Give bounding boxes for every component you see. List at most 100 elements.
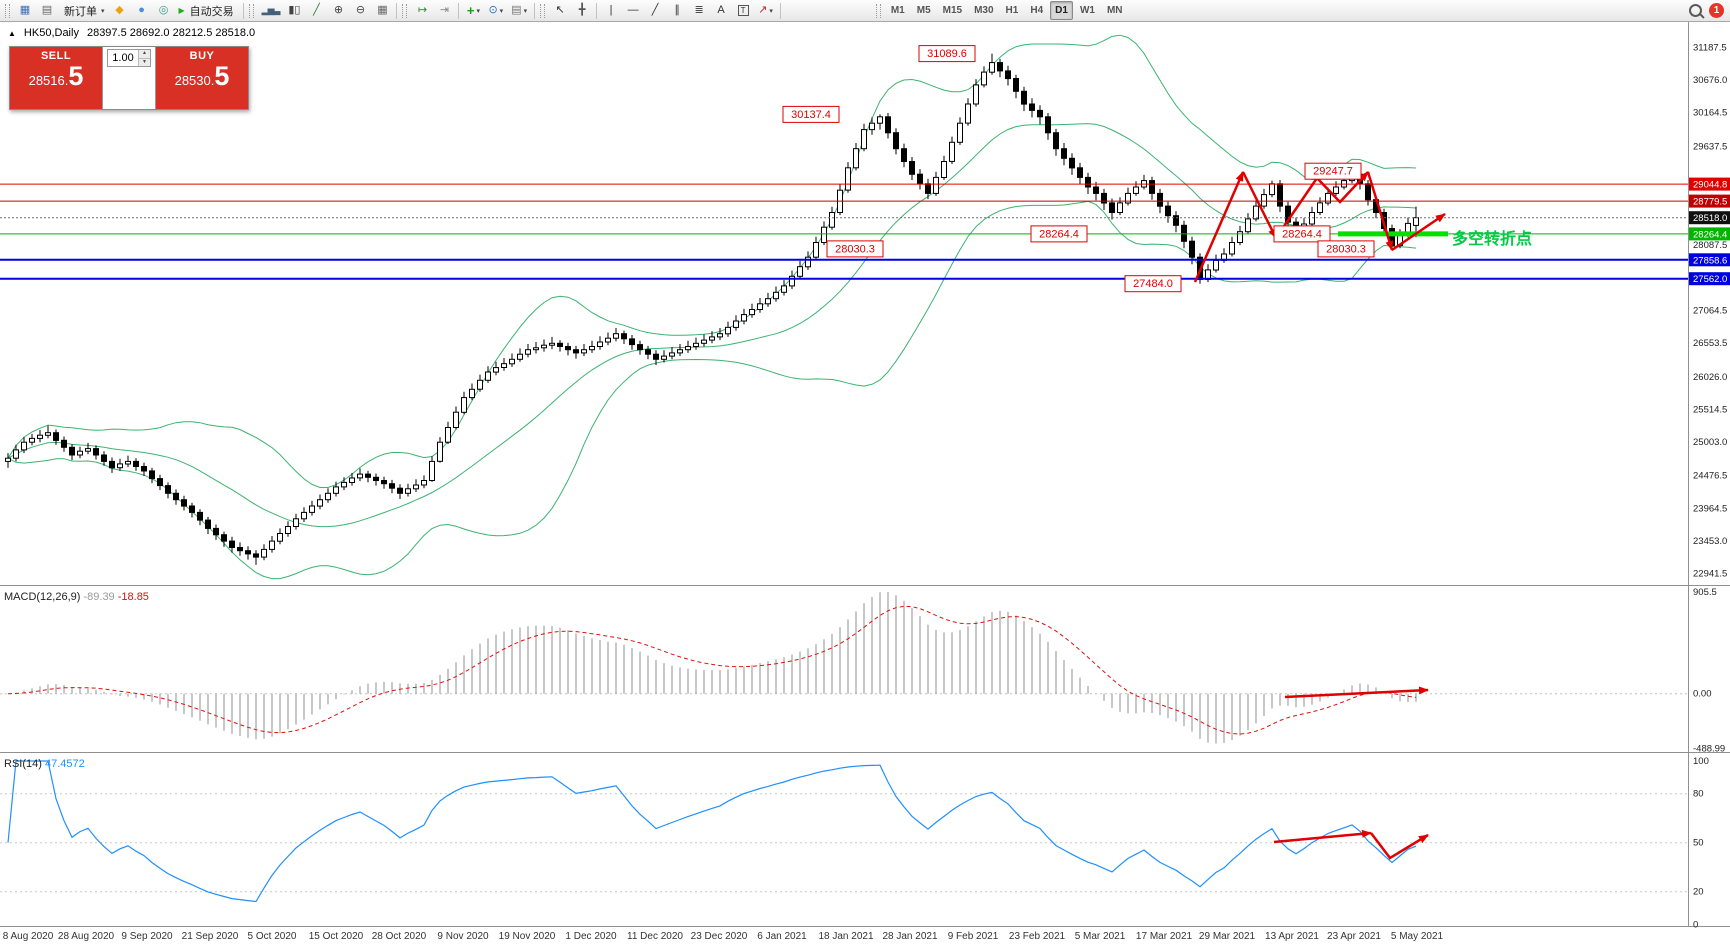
dropdown-caret-icon[interactable]: ▾ [499, 7, 504, 15]
community-icon-glyph: ● [138, 4, 145, 16]
buy-button[interactable]: BUY 28530. 5 [156, 47, 248, 109]
price-callout[interactable] [1030, 225, 1088, 243]
svg-text:23 Feb 2021: 23 Feb 2021 [1009, 931, 1066, 942]
svg-text:31187.5: 31187.5 [1693, 42, 1727, 53]
zoom-out-icon[interactable]: ⊖ [350, 1, 370, 20]
svg-text:25003.0: 25003.0 [1693, 437, 1727, 448]
market-watch-icon[interactable]: ▤ [37, 1, 57, 20]
fibonacci-icon-glyph: ≣ [694, 4, 704, 16]
timeframe-h4-button[interactable]: H4 [1025, 1, 1048, 20]
dropdown-caret-icon[interactable]: ▾ [523, 7, 528, 15]
svg-text:27858.6: 27858.6 [1693, 255, 1727, 266]
bar-chart-mode-icon[interactable]: ▂▅▃ [259, 1, 283, 20]
svg-text:9 Feb 2021: 9 Feb 2021 [948, 931, 999, 942]
timeframe-m1-button[interactable]: M1 [886, 1, 910, 20]
arrows-icon[interactable]: ↗ ▾ [755, 1, 776, 20]
dropdown-caret-icon[interactable]: ▾ [101, 7, 105, 15]
price-callout[interactable] [782, 105, 840, 123]
toolbar-grip[interactable] [402, 3, 408, 18]
auto-scroll-icon[interactable]: ↦ [412, 1, 432, 20]
candlestick-mode-icon[interactable]: ▮▯ [284, 1, 304, 20]
cursor-icon[interactable]: ↖ [550, 1, 570, 20]
trend-arrow[interactable] [1241, 171, 1278, 239]
timeframe-mn-button[interactable]: MN [1102, 1, 1128, 20]
text-label-icon[interactable]: T [733, 1, 753, 20]
zoom-in-icon[interactable]: ⊕ [328, 1, 348, 20]
autotrading-button[interactable]: ▶ 自动交易 [176, 1, 239, 20]
dropdown-caret-icon[interactable]: ▾ [769, 7, 773, 15]
dropdown-caret-icon[interactable]: ▾ [476, 7, 480, 15]
channel-icon[interactable]: ∥ [667, 1, 687, 20]
price-callout[interactable] [1304, 162, 1362, 180]
new-order-button[interactable]: 新订单 ▾ [59, 1, 108, 20]
svg-text:28 Aug 2020: 28 Aug 2020 [58, 931, 115, 942]
chart-shift-icon[interactable]: ⇥ [434, 1, 454, 20]
volume-input[interactable] [108, 50, 138, 66]
new-window-icon[interactable]: ▦ [15, 1, 35, 20]
toolbar-grip[interactable] [540, 3, 546, 18]
tile-windows-icon[interactable]: ▦ [372, 1, 392, 20]
collapse-panel-icon[interactable]: ▲ [8, 28, 16, 38]
indicator-labels: MACD(12,26,9) -89.39 -18.85 RSI(14) 47.45… [4, 591, 149, 770]
crosshair-icon[interactable]: ╋ [572, 1, 592, 20]
svg-text:18 Jan 2021: 18 Jan 2021 [818, 931, 873, 942]
vertical-line-icon[interactable]: | [601, 1, 621, 20]
sell-button[interactable]: SELL 28516. 5 [10, 47, 102, 109]
notification-badge[interactable]: 1 [1709, 3, 1724, 18]
help-icon[interactable]: ◎ [154, 1, 174, 20]
fibonacci-icon[interactable]: ≣ [689, 1, 709, 20]
svg-text:31089.6: 31089.6 [927, 48, 967, 60]
one-click-trading-panel: SELL 28516.5 ▲ ▼ BUY 28530.5 [9, 46, 249, 110]
time-axis[interactable]: 8 Aug 2020 28 Aug 2020 9 Sep 2020 21 Sep 20… [3, 931, 1444, 942]
channel-icon-glyph: ∥ [674, 4, 680, 16]
templates-button[interactable]: ▤ ▾ [508, 1, 530, 20]
sell-label: SELL [40, 50, 72, 62]
autotrading-icon: ▶ [178, 6, 185, 15]
toolbar-grip[interactable] [5, 3, 10, 18]
rsi-trend-arrow[interactable] [1370, 832, 1429, 860]
price-axis[interactable]: 31187.5 30676.0 30164.5 29637.5 28087.5 27064… [1689, 42, 1730, 930]
timeframe-h1-button[interactable]: H1 [1001, 1, 1024, 20]
axis-price-tag [1689, 211, 1730, 225]
rsi-trend-arrow[interactable] [1273, 829, 1372, 844]
price-callout[interactable] [1124, 275, 1182, 293]
text-icon[interactable]: A [711, 1, 731, 20]
price-callout[interactable] [1317, 240, 1375, 258]
price-callout[interactable] [826, 240, 884, 258]
toolbar-separator [242, 2, 244, 19]
community-icon[interactable]: ● [132, 1, 152, 20]
trend-arrow[interactable] [1391, 212, 1446, 252]
price-callout[interactable] [918, 45, 976, 63]
timeframe-d1-button[interactable]: D1 [1050, 1, 1073, 20]
svg-text:28030.3: 28030.3 [1326, 243, 1366, 255]
trendline-icon[interactable]: ╱ [645, 1, 665, 20]
timeframe-m5-button[interactable]: M5 [912, 1, 936, 20]
timeframe-w1-button[interactable]: W1 [1075, 1, 1100, 20]
toolbar-grip[interactable] [875, 3, 881, 18]
svg-text:29044.8: 29044.8 [1693, 180, 1727, 191]
toolbar-separator [596, 2, 598, 19]
svg-text:0.00: 0.00 [1693, 689, 1712, 700]
turning-point-label[interactable]: 多空转折点 [1452, 229, 1532, 248]
timeframe-m30-button[interactable]: M30 [969, 1, 998, 20]
profiles-button[interactable]: ⊙ ▾ [485, 1, 506, 20]
trend-arrow[interactable] [1366, 171, 1394, 251]
rsi-indicator [0, 760, 1689, 903]
new-chart-button[interactable]: + ▾ [463, 1, 483, 20]
trend-arrow[interactable] [1193, 171, 1245, 283]
price-callout[interactable] [1273, 225, 1331, 243]
horizontal-line-icon[interactable]: — [623, 1, 643, 20]
text-icon-glyph: A [717, 4, 725, 16]
macd-trend-arrow[interactable] [1284, 686, 1429, 699]
volume-up-button[interactable]: ▲ [139, 50, 150, 58]
drawing-objects[interactable]: 31089.6 30137.4 29247.7 28264.4 28030.3 27484… [782, 45, 1532, 860]
search-icon[interactable] [1685, 1, 1705, 20]
trend-arrow[interactable] [1274, 171, 1369, 239]
templates-glyph: ▤ [511, 4, 522, 16]
metaquotes-icon[interactable]: ◆ [110, 1, 130, 20]
volume-down-button[interactable]: ▼ [139, 57, 150, 66]
line-chart-mode-icon[interactable]: ╱ [306, 1, 326, 20]
timeframe-m15-button[interactable]: M15 [938, 1, 967, 20]
toolbar-grip[interactable] [248, 3, 254, 18]
